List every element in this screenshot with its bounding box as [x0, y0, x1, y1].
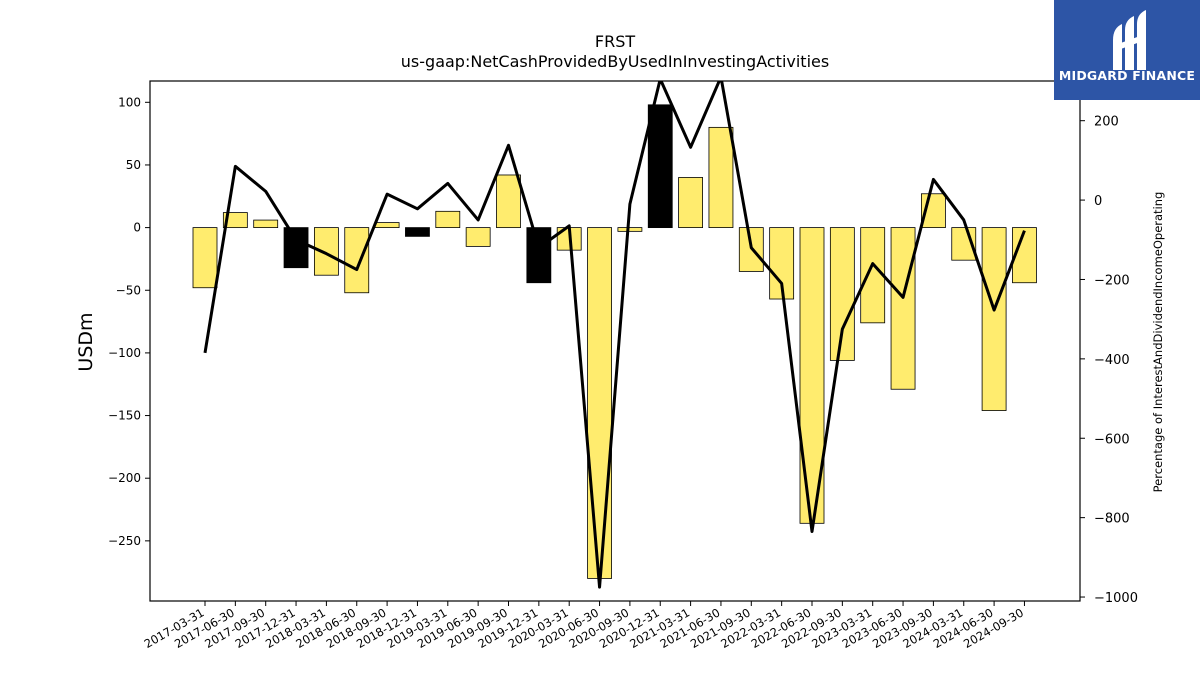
y-tick-label: 100	[118, 95, 141, 109]
bar	[829, 227, 855, 361]
chart-title: FRST	[594, 32, 636, 51]
bar	[890, 227, 916, 390]
y2-tick-label: −600	[1094, 432, 1130, 447]
bar	[678, 177, 703, 228]
y2-tick-label: −800	[1094, 512, 1130, 527]
logo-mark-icon	[1113, 10, 1146, 70]
bar	[587, 227, 612, 579]
bar	[344, 227, 370, 294]
y-axis-label: USDm	[75, 312, 97, 371]
plot-frame	[149, 80, 1081, 602]
bar	[192, 227, 218, 289]
y-tick-label: 50	[126, 158, 141, 172]
brand-logo: MIDGARD FINANCE	[1054, 0, 1200, 100]
bar	[496, 174, 521, 229]
bar	[465, 227, 491, 247]
y-tick-label: 0	[133, 221, 141, 235]
bar	[222, 212, 248, 229]
y2-tick-label: −1000	[1094, 591, 1138, 606]
y2-tick-label: 0	[1094, 194, 1102, 209]
y2-axis-label: Percentage of InterestAndDividendIncomeO…	[1151, 192, 1165, 493]
y-tick-label: −100	[108, 346, 141, 360]
bar	[708, 126, 734, 228]
bar	[1012, 227, 1037, 284]
line-series	[203, 81, 1026, 589]
bar	[526, 227, 552, 284]
bar	[283, 227, 309, 269]
line-group	[203, 81, 1026, 589]
y-tick-label: −200	[108, 471, 141, 485]
bar	[981, 227, 1007, 411]
bar	[617, 227, 643, 232]
y-tick-label: −250	[108, 534, 141, 548]
bar	[647, 104, 673, 229]
y-tick-label: −50	[116, 283, 141, 297]
bar	[253, 219, 279, 229]
y2-tick-label: −200	[1094, 273, 1130, 288]
y2-tick-label: 200	[1094, 115, 1119, 130]
bar-group	[192, 104, 1037, 579]
bar	[435, 210, 461, 228]
y-tick-label: −150	[108, 409, 141, 423]
y2-tick-label: −400	[1094, 353, 1130, 368]
bar	[860, 227, 886, 324]
logo-text: MIDGARD FINANCE	[1058, 68, 1196, 83]
chart-subtitle: us-gaap:NetCashProvidedByUsedInInvesting…	[400, 52, 830, 71]
bar	[405, 227, 430, 237]
bar	[374, 222, 400, 228]
